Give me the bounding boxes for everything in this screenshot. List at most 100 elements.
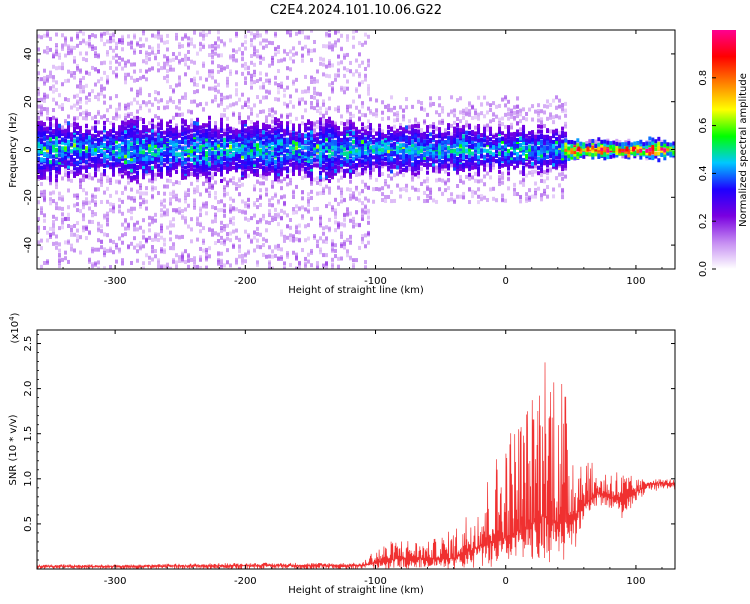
heat-cell bbox=[58, 126, 61, 131]
heat-cell bbox=[154, 34, 157, 39]
heat-cell bbox=[244, 143, 247, 148]
heat-cell bbox=[355, 133, 358, 138]
heat-cell bbox=[127, 195, 130, 200]
heat-cell bbox=[331, 141, 334, 146]
heat-cell bbox=[91, 46, 94, 51]
heat-cell bbox=[175, 180, 178, 185]
heat-cell bbox=[346, 68, 349, 73]
heat-cell bbox=[157, 168, 160, 173]
heat-cell bbox=[199, 246, 202, 251]
heat-cell bbox=[316, 144, 319, 149]
heat-cell bbox=[76, 116, 79, 121]
heat-cell bbox=[220, 101, 223, 106]
heat-cell bbox=[316, 79, 319, 84]
heat-cell bbox=[145, 166, 148, 171]
heat-cell bbox=[432, 159, 436, 164]
heat-cell bbox=[328, 45, 331, 50]
heat-cell bbox=[91, 44, 94, 49]
heat-cell bbox=[43, 127, 46, 132]
heat-cell bbox=[187, 203, 190, 208]
heat-cell bbox=[229, 238, 232, 243]
heat-cell bbox=[166, 163, 169, 168]
heat-cell bbox=[94, 54, 97, 59]
heat-cell bbox=[94, 82, 97, 87]
heat-cell bbox=[259, 174, 262, 179]
heat-cell bbox=[142, 100, 145, 105]
heat-cell bbox=[250, 31, 253, 36]
heat-cell bbox=[169, 163, 172, 168]
heat-cell bbox=[262, 122, 265, 127]
heat-cell bbox=[193, 157, 196, 162]
heat-cell bbox=[432, 168, 436, 173]
heat-cell bbox=[396, 147, 400, 152]
heat-cell bbox=[40, 171, 43, 176]
heat-cell bbox=[352, 169, 355, 174]
heat-cell bbox=[223, 157, 226, 162]
heat-cell bbox=[414, 145, 418, 150]
heat-cell bbox=[232, 127, 235, 132]
heat-cell bbox=[151, 220, 154, 225]
heat-cell bbox=[196, 155, 199, 160]
heat-cell bbox=[325, 174, 328, 179]
heat-cell bbox=[247, 157, 250, 162]
heat-cell bbox=[163, 198, 166, 203]
heat-cell bbox=[211, 43, 214, 48]
heat-cell bbox=[256, 126, 259, 131]
heat-cell bbox=[121, 140, 124, 145]
heat-cell bbox=[250, 38, 253, 43]
heat-cell bbox=[148, 260, 151, 265]
heat-cell bbox=[322, 159, 325, 164]
heat-cell bbox=[340, 144, 343, 149]
heat-cell bbox=[387, 103, 391, 108]
heat-cell bbox=[277, 243, 280, 248]
heat-cell bbox=[220, 208, 223, 213]
heat-cell bbox=[37, 240, 40, 245]
heat-cell bbox=[76, 31, 79, 36]
heat-cell bbox=[160, 166, 163, 171]
heat-cell bbox=[151, 173, 154, 178]
heat-cell bbox=[358, 72, 361, 77]
heat-cell bbox=[118, 249, 121, 254]
heat-cell bbox=[217, 64, 220, 69]
heat-cell bbox=[271, 161, 274, 166]
heat-cell bbox=[37, 225, 40, 230]
heat-cell bbox=[88, 257, 91, 262]
heat-cell bbox=[106, 175, 109, 180]
heat-cell bbox=[88, 172, 91, 177]
heat-cell bbox=[334, 30, 337, 35]
heat-cell bbox=[304, 139, 307, 144]
heat-cell bbox=[85, 83, 88, 88]
heat-cell bbox=[280, 170, 283, 175]
heat-cell bbox=[139, 142, 142, 147]
heat-cell bbox=[139, 159, 142, 164]
heat-cell bbox=[346, 207, 349, 212]
heat-cell bbox=[205, 247, 208, 252]
heat-cell bbox=[322, 156, 325, 161]
heat-cell bbox=[121, 258, 124, 263]
heat-cell bbox=[199, 208, 202, 213]
heat-cell bbox=[358, 223, 361, 228]
heat-cell bbox=[274, 52, 277, 57]
heat-cell bbox=[361, 80, 364, 85]
heat-cell bbox=[381, 132, 385, 137]
heat-cell bbox=[208, 185, 211, 190]
heat-cell bbox=[214, 46, 217, 51]
heat-cell bbox=[88, 152, 91, 157]
heat-cell bbox=[253, 129, 256, 134]
heat-cell bbox=[184, 195, 187, 200]
heat-cell bbox=[387, 149, 391, 154]
heat-cell bbox=[298, 40, 301, 45]
heat-cell bbox=[408, 145, 412, 150]
heat-cell bbox=[423, 135, 427, 140]
heat-cell bbox=[375, 157, 379, 162]
heat-cell bbox=[432, 153, 436, 158]
heat-cell bbox=[322, 62, 325, 67]
heat-cell bbox=[307, 166, 310, 171]
heat-cell bbox=[349, 60, 352, 65]
heat-cell bbox=[343, 223, 346, 228]
heat-cell bbox=[217, 159, 220, 164]
heat-cell bbox=[319, 106, 322, 111]
heat-cell bbox=[52, 84, 55, 89]
heat-cell bbox=[46, 78, 49, 83]
heat-cell bbox=[352, 216, 355, 221]
